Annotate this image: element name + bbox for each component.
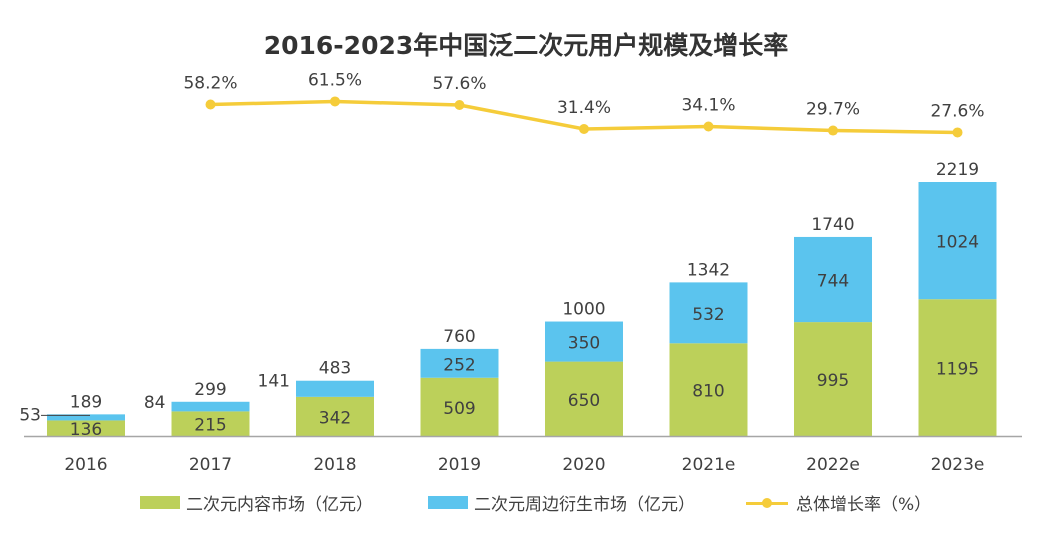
growth-point-2017	[205, 99, 216, 110]
bar-content-2023e	[918, 299, 997, 436]
label-total-2022e: 1740	[811, 215, 854, 235]
growth-label-2019: 57.6%	[432, 74, 486, 94]
bar-content-2017	[171, 411, 250, 436]
x-tick-2023e: 2023e	[931, 455, 985, 475]
label-total-2023e: 2219	[936, 160, 979, 180]
label-content-2023e: 1195	[936, 360, 979, 380]
label-total-2016: 189	[70, 392, 102, 412]
bar-content-2022e	[794, 322, 872, 436]
growth-point-2020	[579, 123, 589, 134]
growth-point-2022e	[828, 125, 838, 136]
x-tick-2016: 2016	[64, 455, 107, 475]
label-merch-2017: 84	[144, 393, 166, 413]
label-content-2019: 509	[443, 399, 475, 419]
bar-content-2020	[545, 361, 623, 436]
legend-swatch-content	[140, 496, 180, 509]
label-merch-2021e: 532	[692, 305, 724, 325]
label-merch-2019: 252	[443, 355, 475, 375]
legend-swatch-merch	[428, 496, 468, 509]
growth-point-2019	[454, 100, 465, 111]
label-merch-2020: 350	[568, 334, 600, 354]
x-tick-2017: 2017	[189, 455, 232, 475]
label-content-2016: 136	[70, 420, 102, 440]
legend-label-merch: 二次元周边衍生市场（亿元）	[474, 495, 695, 515]
growth-point-2023e	[952, 127, 963, 138]
label-total-2021e: 1342	[687, 260, 730, 280]
legend-item-growth-rate: 总体增长率（%）	[746, 490, 931, 515]
x-tick-2022e: 2022e	[806, 455, 860, 475]
x-tick-2018: 2018	[313, 455, 356, 475]
growth-label-2020: 31.4%	[557, 98, 611, 118]
bar-content-2018	[296, 396, 374, 436]
bar-merch-2020	[545, 321, 623, 362]
x-tick-2020: 2020	[562, 455, 605, 475]
label-total-2018: 483	[319, 359, 351, 379]
x-tick-2019: 2019	[438, 455, 481, 475]
label-merch-2016: 53	[19, 405, 41, 425]
bar-merch-2017	[171, 401, 250, 412]
legend-item-merch-market: 二次元周边衍生市场（亿元）	[428, 490, 695, 515]
label-content-2022e: 995	[817, 371, 849, 391]
growth-label-2018: 61.5%	[308, 70, 362, 90]
bar-merch-2022e	[794, 236, 872, 323]
legend-label-growth: 总体增长率（%）	[796, 495, 932, 515]
bar-merch-2018	[296, 380, 374, 397]
growth-point-2018	[330, 96, 340, 107]
chart-title: 2016-2023年中国泛二次元用户规模及增长率	[263, 31, 789, 60]
growth-point-2021e	[703, 121, 714, 132]
growth-label-2023e: 27.6%	[930, 101, 984, 121]
legend-item-content-market: 二次元内容市场（亿元）	[140, 490, 373, 515]
bar-content-2016	[47, 420, 125, 436]
label-total-2019: 760	[443, 327, 475, 347]
bar-merch-2023e	[918, 182, 997, 300]
label-content-2021e: 810	[692, 382, 724, 402]
label-total-2020: 1000	[562, 300, 605, 320]
growth-label-2022e: 29.7%	[806, 100, 860, 120]
growth-label-2021e: 34.1%	[681, 96, 735, 116]
label-total-2017: 299	[194, 380, 226, 400]
legend-line-growth	[746, 496, 788, 510]
label-merch-2022e: 744	[817, 272, 849, 292]
bar-merch-2021e	[669, 282, 748, 344]
label-merch-2023e: 1024	[936, 233, 979, 253]
x-tick-2021e: 2021e	[682, 455, 736, 475]
growth-label-2017: 58.2%	[183, 73, 237, 93]
label-content-2018: 342	[319, 408, 351, 428]
bar-merch-2016	[47, 414, 125, 421]
label-merch-2018: 141	[258, 372, 290, 392]
label-content-2017: 215	[194, 416, 226, 436]
bar-content-2019	[420, 377, 499, 436]
legend-label-content: 二次元内容市场（亿元）	[186, 495, 373, 515]
label-content-2020: 650	[568, 391, 600, 411]
bar-merch-2019	[420, 348, 499, 378]
bar-content-2021e	[669, 343, 748, 436]
